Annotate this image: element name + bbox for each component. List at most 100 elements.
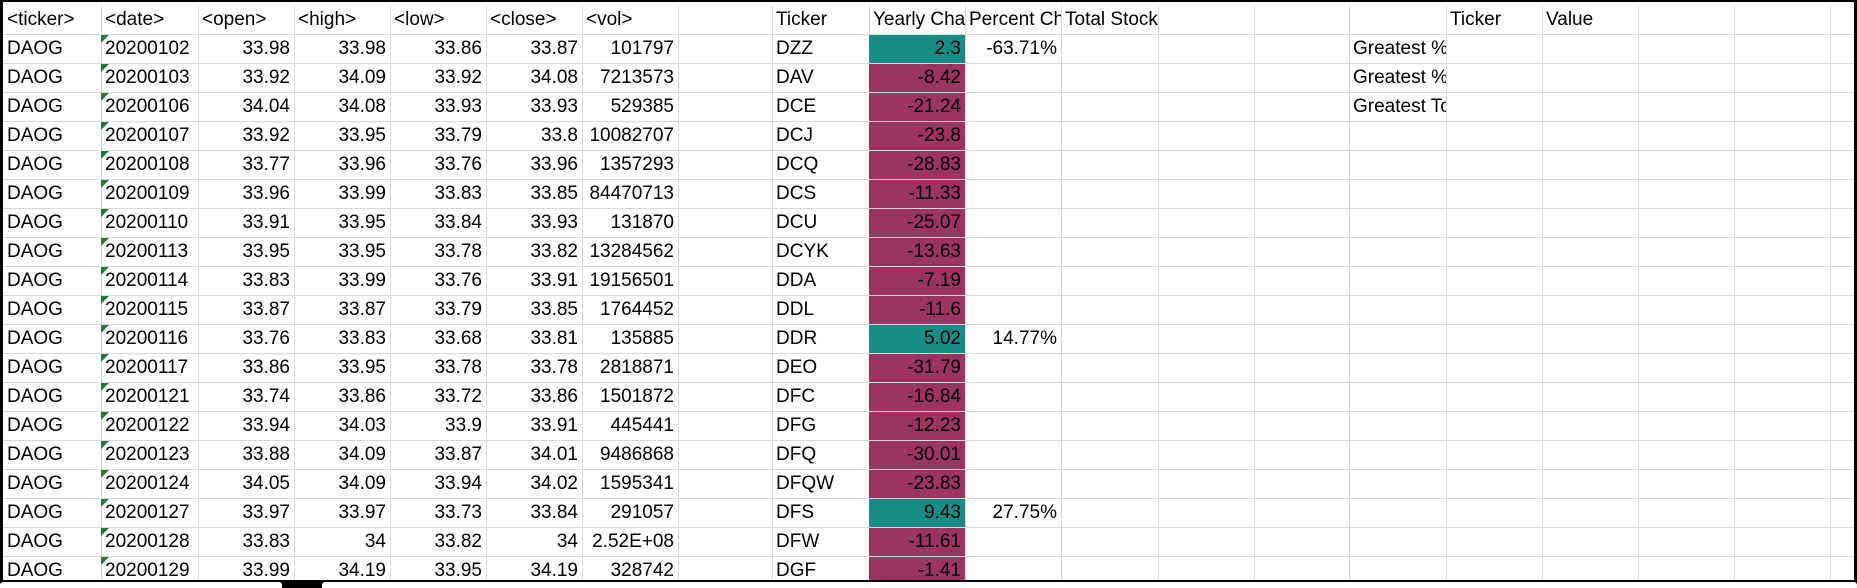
cell-blank-col-2[interactable] [1158,209,1255,238]
cell-high-col[interactable]: 34.03 [294,412,391,441]
cell-blank-col[interactable] [678,528,773,557]
cell-low-col[interactable]: 33.68 [390,325,487,354]
header-blank-col-6[interactable] [1830,6,1857,35]
cell-vol-col[interactable]: 2.52E+08 [582,528,679,557]
cell-close-col[interactable]: 33.84 [486,499,583,528]
cell-total-volume-col[interactable] [1061,93,1159,122]
cell-percent-change-col[interactable]: 27.75% [965,499,1062,528]
cell-greatest-ticker-col[interactable] [1446,151,1543,180]
cell-blank-col-5[interactable] [1734,267,1831,296]
cell-percent-change-col[interactable] [965,441,1062,470]
cell-blank-col-4[interactable] [1638,64,1735,93]
cell-vol-col[interactable]: 131870 [582,209,679,238]
cell-low-col[interactable]: 33.9 [390,412,487,441]
cell-blank-col[interactable] [678,354,773,383]
cell-blank-col-3[interactable] [1254,151,1350,180]
cell-ticker-col[interactable]: DAOG [3,122,102,151]
cell-vol-col[interactable]: 1764452 [582,296,679,325]
cell-greatest-ticker-col[interactable] [1446,93,1543,122]
cell-ticker-summary-col[interactable]: DCYK [772,238,870,267]
header-blank-col-2[interactable] [1158,6,1255,35]
cell-greatest-ticker-col[interactable] [1446,528,1543,557]
cell-greatest-label-col[interactable] [1349,122,1447,151]
cell-blank-col-3[interactable] [1254,267,1350,296]
cell-yearly-change-col[interactable]: -16.84 [869,383,966,412]
cell-blank-col-5[interactable] [1734,470,1831,499]
cell-blank-col-5[interactable] [1734,35,1831,64]
cell-high-col[interactable]: 33.87 [294,296,391,325]
cell-open-col[interactable]: 33.83 [198,267,295,296]
cell-greatest-label-col[interactable] [1349,151,1447,180]
cell-open-col[interactable]: 33.83 [198,528,295,557]
cell-total-volume-col[interactable] [1061,470,1159,499]
cell-blank-col-2[interactable] [1158,499,1255,528]
cell-ticker-col[interactable]: DAOG [3,296,102,325]
cell-low-col[interactable]: 33.76 [390,267,487,296]
cell-close-col[interactable]: 33.91 [486,412,583,441]
cell-high-col[interactable]: 33.99 [294,267,391,296]
header-blank-col-4[interactable] [1638,6,1735,35]
cell-blank-col[interactable] [678,499,773,528]
cell-blank-col-4[interactable] [1638,441,1735,470]
cell-blank-col-6[interactable] [1830,267,1857,296]
cell-open-col[interactable]: 33.91 [198,209,295,238]
cell-date-col[interactable]: 20200109 [101,180,199,209]
cell-vol-col[interactable]: 7213573 [582,64,679,93]
cell-total-volume-col[interactable] [1061,180,1159,209]
cell-blank-col[interactable] [678,412,773,441]
cell-blank-col-5[interactable] [1734,412,1831,441]
cell-vol-col[interactable]: 13284562 [582,238,679,267]
cell-vol-col[interactable]: 2818871 [582,354,679,383]
cell-blank-col-2[interactable] [1158,64,1255,93]
cell-blank-col-5[interactable] [1734,354,1831,383]
cell-vol-col[interactable]: 10082707 [582,122,679,151]
cell-blank-col[interactable] [678,151,773,180]
cell-vol-col[interactable]: 291057 [582,499,679,528]
cell-ticker-col[interactable]: DAOG [3,470,102,499]
cell-blank-col-5[interactable] [1734,122,1831,151]
cell-blank-col-5[interactable] [1734,383,1831,412]
cell-low-col[interactable]: 33.87 [390,441,487,470]
header-greatest-ticker-col[interactable]: Ticker [1446,6,1543,35]
cell-percent-change-col[interactable] [965,470,1062,499]
cell-greatest-ticker-col[interactable] [1446,470,1543,499]
cell-greatest-ticker-col[interactable] [1446,296,1543,325]
cell-blank-col-5[interactable] [1734,64,1831,93]
cell-ticker-summary-col[interactable]: DFQW [772,470,870,499]
cell-open-col[interactable]: 34.04 [198,93,295,122]
cell-greatest-ticker-col[interactable] [1446,499,1543,528]
cell-ticker-col[interactable]: DAOG [3,354,102,383]
cell-blank-col-6[interactable] [1830,93,1857,122]
cell-high-col[interactable]: 33.83 [294,325,391,354]
cell-blank-col-2[interactable] [1158,267,1255,296]
cell-greatest-ticker-col[interactable] [1446,441,1543,470]
cell-percent-change-col[interactable] [965,296,1062,325]
cell-greatest-value-col[interactable] [1542,64,1639,93]
cell-blank-col-2[interactable] [1158,122,1255,151]
cell-greatest-label-col[interactable] [1349,325,1447,354]
cell-ticker-summary-col[interactable]: DCS [772,180,870,209]
cell-percent-change-col[interactable] [965,180,1062,209]
cell-greatest-label-col[interactable] [1349,499,1447,528]
cell-low-col[interactable]: 33.79 [390,122,487,151]
cell-close-col[interactable]: 33.93 [486,209,583,238]
cell-blank-col-4[interactable] [1638,209,1735,238]
cell-greatest-ticker-col[interactable] [1446,238,1543,267]
cell-yearly-change-col[interactable]: -31.79 [869,354,966,383]
cell-blank-col-2[interactable] [1158,180,1255,209]
cell-low-col[interactable]: 33.79 [390,296,487,325]
cell-ticker-summary-col[interactable]: DFQ [772,441,870,470]
cell-total-volume-col[interactable] [1061,383,1159,412]
cell-ticker-summary-col[interactable]: DCE [772,93,870,122]
cell-ticker-summary-col[interactable]: DDA [772,267,870,296]
cell-blank-col-5[interactable] [1734,151,1831,180]
cell-close-col[interactable]: 33.86 [486,383,583,412]
header-date-col[interactable]: <date> [101,6,199,35]
cell-greatest-label-col[interactable] [1349,383,1447,412]
cell-yearly-change-col[interactable]: -23.8 [869,122,966,151]
cell-total-volume-col[interactable] [1061,325,1159,354]
cell-open-col[interactable]: 33.95 [198,238,295,267]
cell-blank-col[interactable] [678,441,773,470]
cell-yearly-change-col[interactable]: -28.83 [869,151,966,180]
cell-ticker-summary-col[interactable]: DFW [772,528,870,557]
